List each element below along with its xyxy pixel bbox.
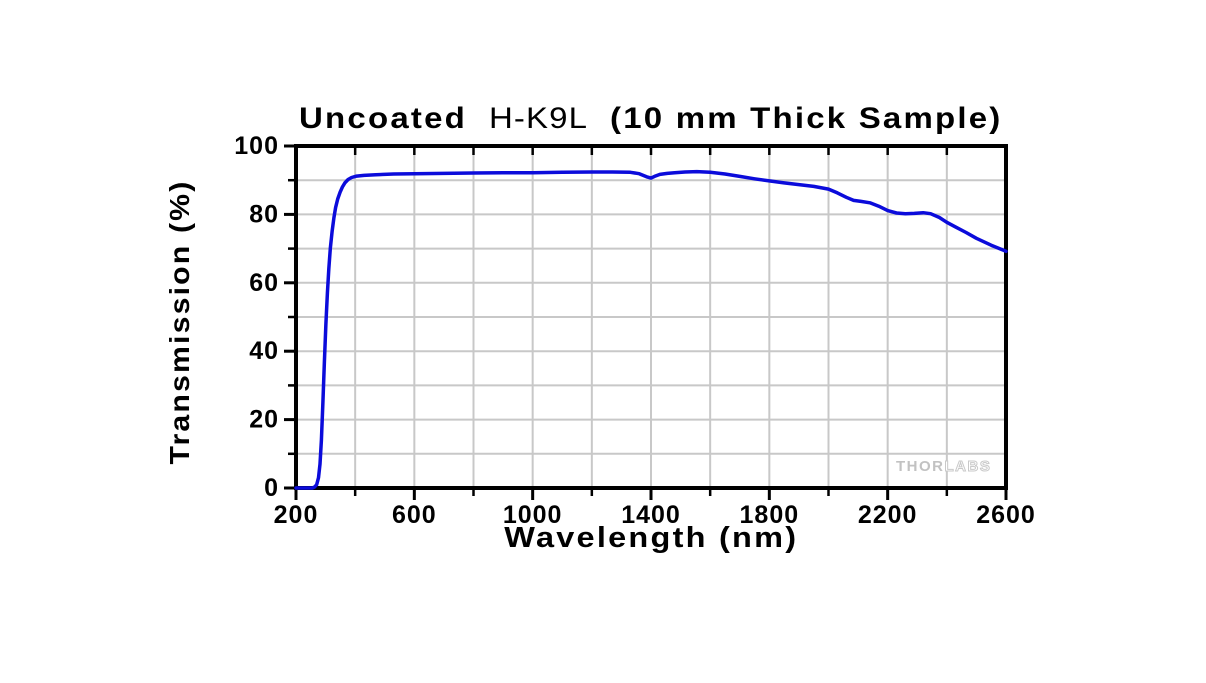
transmission-curve (294, 169, 1008, 490)
x-tick-label: 1800 (740, 501, 800, 529)
chart-title: Uncoated H-K9L (10 mm Thick Sample) (296, 102, 1006, 136)
thorlabs-watermark-thor: THOR (896, 458, 945, 475)
y-tick-label: 60 (249, 269, 279, 297)
thorlabs-watermark: THORLABS (896, 458, 992, 476)
x-tick-label: 1000 (503, 501, 563, 529)
chart-title-prefix: Uncoated (299, 102, 468, 135)
x-axis-title: Wavelength (nm) (296, 522, 1006, 555)
chart-title-glass-name: H-K9L (489, 102, 589, 135)
x-tick-label: 2200 (858, 501, 918, 529)
y-tick-label: 20 (249, 406, 279, 434)
y-tick-label: 80 (249, 200, 279, 228)
thorlabs-watermark-labs: LABS (944, 458, 992, 476)
y-tick-label: 100 (234, 132, 279, 160)
x-tick-label: 2600 (976, 501, 1036, 529)
y-tick-label: 0 (264, 474, 279, 502)
x-tick-label: 600 (392, 501, 437, 529)
y-tick-label: 40 (249, 337, 279, 365)
x-tick-label: 200 (274, 501, 319, 529)
chart-title-suffix: (10 mm Thick Sample) (610, 102, 1003, 135)
plot-border (294, 144, 1008, 490)
x-axis-title-text: Wavelength (nm) (503, 522, 799, 554)
x-tick-label: 1400 (621, 501, 681, 529)
